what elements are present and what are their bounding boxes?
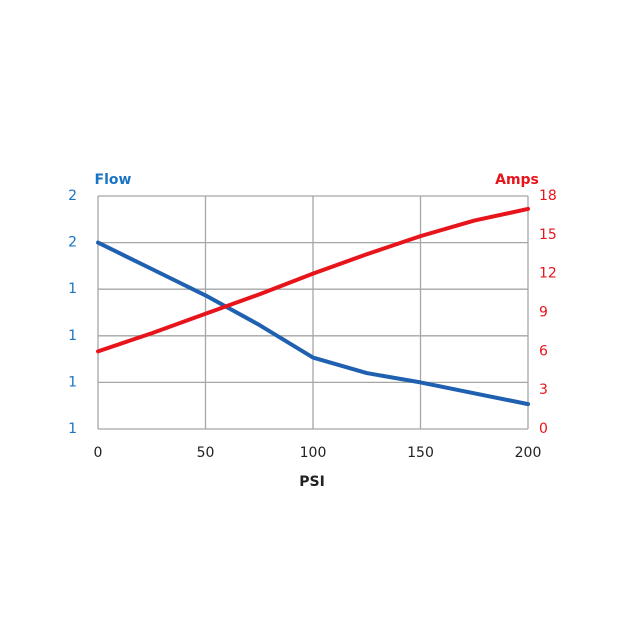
y-tick-label: 1 — [68, 281, 77, 297]
y-tick-label: 1 — [68, 374, 77, 390]
x-tick-label: 0 — [94, 445, 103, 461]
y-tick-label: 1 — [68, 328, 77, 344]
x-tick-label: 100 — [300, 445, 327, 461]
y2-axis-label: Amps — [495, 172, 539, 188]
x-axis-label: PSI — [299, 474, 325, 490]
x-tick-label: 50 — [197, 445, 215, 461]
y-axis-label: Flow — [95, 172, 132, 188]
y2-tick-label: 6 — [539, 343, 548, 359]
y2-tick-label: 12 — [539, 266, 557, 282]
data-line — [96, 240, 530, 407]
x-tick-label: 150 — [407, 445, 434, 461]
y-tick-label: 2 — [68, 235, 77, 251]
y2-tick-label: 15 — [539, 227, 557, 243]
y2-tick-label: 9 — [539, 305, 548, 321]
y-tick-label: 2 — [68, 188, 77, 204]
y2-tick-label: 18 — [539, 188, 557, 204]
y-tick-label: 1 — [68, 421, 77, 437]
x-tick-label: 200 — [515, 445, 542, 461]
y2-tick-label: 0 — [539, 421, 548, 437]
data-line — [96, 206, 530, 354]
y2-tick-label: 3 — [539, 382, 548, 398]
